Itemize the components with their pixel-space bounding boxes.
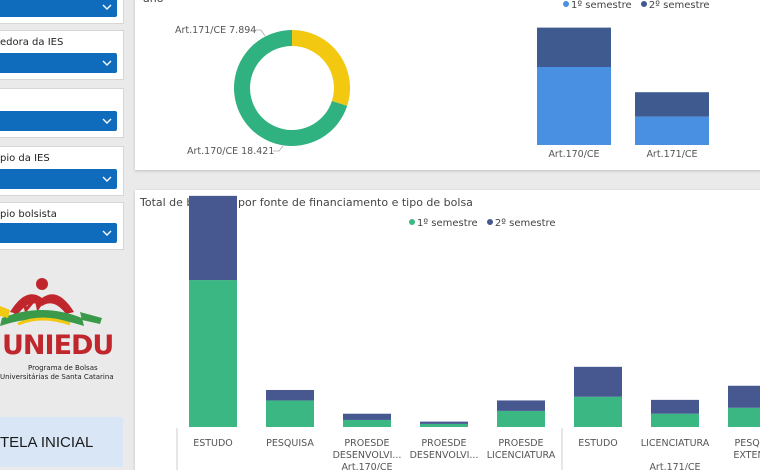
donut-chart: Art.171/CE 7.894 Art.170/CE 18.421 Art.170… xyxy=(175,25,709,160)
group-label: Art.171/CE xyxy=(649,462,700,470)
x-tick-label: PESQUISA xyxy=(266,438,314,449)
home-button[interactable]: TELA INICIAL xyxy=(0,417,123,467)
legend-item: 1º semestre xyxy=(563,0,632,11)
bar-segment-semester-2 xyxy=(266,389,314,401)
filter-panel-0 xyxy=(0,0,124,24)
bottom-chart-legend: 1º semestre 2º semestre xyxy=(409,218,562,229)
bar-segment-semester-2 xyxy=(651,399,699,414)
logo-subtitle-1: Programa de Bolsas xyxy=(28,364,98,372)
bar-segment-semester-2 xyxy=(497,400,545,411)
bar-segment-semester-1 xyxy=(343,419,391,427)
book-people-logo-icon xyxy=(0,278,102,326)
chevron-down-icon xyxy=(102,176,112,182)
bar-segment-semester-2 xyxy=(728,385,760,408)
x-tick-label: DESENVOLVI... xyxy=(410,450,479,461)
bar-segment-semester-1 xyxy=(728,407,760,427)
bar-segment-semester-2 xyxy=(343,413,391,420)
x-tick-label: PESQUI xyxy=(735,438,760,449)
legend-item: 2º semestre xyxy=(486,218,556,229)
legend-item: 1º semestre xyxy=(409,218,478,229)
x-tick-label: ESTUDO xyxy=(193,438,233,449)
filter-label: pio da IES xyxy=(0,153,50,164)
bar-segment-semester-1 xyxy=(420,423,468,427)
filter-panel-4: pio bolsista xyxy=(0,202,124,250)
filter-dropdown-1[interactable] xyxy=(0,53,117,73)
bottom-chart-card: Total de bolsistas por fonte de financia… xyxy=(135,190,760,470)
legend-dot xyxy=(486,219,493,225)
legend-dot xyxy=(563,1,569,7)
filter-label: pio bolsista xyxy=(0,209,57,220)
bar-segment-semester-1 xyxy=(497,410,545,427)
uniedu-logo: UNIEDU Programa de Bolsas Universitárias… xyxy=(0,272,124,388)
chevron-down-icon xyxy=(102,118,112,124)
group-label: Art.170/CE xyxy=(341,462,392,470)
x-tick-label: Art.170/CE xyxy=(548,149,599,160)
legend-dot xyxy=(640,1,647,7)
bar-segment-semester-1 xyxy=(189,280,237,427)
x-tick-label: Art.171/CE xyxy=(646,149,697,160)
leader-line xyxy=(255,29,266,37)
bar-segment-semester-1 xyxy=(574,396,622,427)
chevron-down-icon xyxy=(102,4,112,10)
filter-dropdown-4[interactable] xyxy=(0,223,117,243)
bar-segment-semester-1 xyxy=(635,116,709,145)
top-card-title: ano xyxy=(143,0,163,5)
stacked-bar-chart: ESTUDO PESQUISA PROESDEDESENVOLVI...PROESD… xyxy=(176,195,760,470)
legend-item: 2º semestre xyxy=(640,0,710,11)
top-chart-card: ano 1º semestre 2º semestre Art.171/CE 7… xyxy=(135,0,760,170)
bar-segment-semester-1 xyxy=(266,400,314,427)
bar-segment-semester-2 xyxy=(189,195,237,281)
chevron-down-icon xyxy=(102,60,112,66)
x-tick-label: PROESDE xyxy=(498,438,543,449)
top-chart-legend: 1º semestre 2º semestre xyxy=(563,0,716,11)
filter-panel-2 xyxy=(0,88,124,138)
legend-dot xyxy=(409,219,415,225)
filter-label: edora da IES xyxy=(0,37,64,48)
chevron-down-icon xyxy=(102,230,112,236)
donut-data-label: Art.171/CE 7.894 xyxy=(175,25,256,36)
filter-dropdown-3[interactable] xyxy=(0,169,117,189)
filter-dropdown-2[interactable] xyxy=(0,111,117,131)
bar-segment-semester-1 xyxy=(651,413,699,427)
x-tick-label: DESENVOLVI... xyxy=(333,450,402,461)
logo-subtitle-2: Universitárias de Santa Catarina xyxy=(0,373,114,381)
x-tick-label: PROESDE xyxy=(421,438,466,449)
donut-data-label: Art.170/CE 18.421 xyxy=(187,146,274,157)
logo-brand-text: UNIEDU xyxy=(2,330,114,361)
filter-panel-1: edora da IES xyxy=(0,30,124,80)
donut-slice-art-171-ce xyxy=(292,30,350,106)
filter-panel-3: pio da IES xyxy=(0,146,124,196)
x-tick-label: LICENCIATURA xyxy=(487,450,556,461)
bar-segment-semester-2 xyxy=(537,27,611,67)
bar-segment-semester-2 xyxy=(420,421,468,424)
x-tick-label: PROESDE xyxy=(344,438,389,449)
x-tick-label: ESTUDO xyxy=(578,438,618,449)
x-tick-label: LICENCIATURA xyxy=(641,438,710,449)
bar-segment-semester-1 xyxy=(537,67,611,145)
x-tick-label: EXTENS xyxy=(733,450,760,461)
bar-segment-semester-2 xyxy=(635,92,709,117)
leader-line xyxy=(273,145,284,152)
filter-dropdown-0[interactable] xyxy=(0,0,117,17)
bar-segment-semester-2 xyxy=(574,366,622,397)
